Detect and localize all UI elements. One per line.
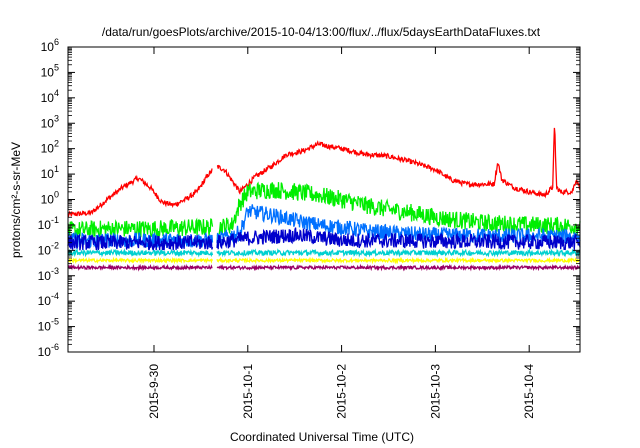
- y-tick-base: 10: [41, 167, 55, 181]
- y-tick-exponent: 2: [54, 139, 59, 149]
- series-line-4: [67, 227, 581, 252]
- y-tick-base: 10: [38, 320, 52, 334]
- y-tick-label: 10-1: [38, 215, 59, 232]
- y-tick-label: 106: [41, 37, 59, 54]
- y-tick-exponent: 6: [54, 37, 59, 47]
- y-tick-base: 10: [41, 91, 55, 105]
- y-tick-label: 104: [41, 88, 59, 105]
- series-layer: [67, 127, 581, 272]
- chart-title: /data/run/goesPlots/archive/2015-10-04/1…: [102, 25, 541, 39]
- y-tick-labels: 10-610-510-410-310-210-11001011021031041…: [38, 37, 59, 359]
- y-tick-base: 10: [41, 193, 55, 207]
- y-tick-exponent: -3: [51, 266, 59, 276]
- y-tick-exponent: -2: [51, 240, 59, 250]
- y-tick-base: 10: [38, 243, 52, 257]
- y-tick-exponent: 3: [54, 113, 59, 123]
- y-tick-exponent: -1: [51, 215, 59, 225]
- x-tick-labels: 2015-9-30 2015-10-1 2015-10-2 2015-10-3 2015…: [147, 364, 536, 419]
- y-axis-label: protons/cm²-s-sr-MeV: [9, 142, 23, 258]
- y-tick-label: 10-2: [38, 240, 59, 257]
- y-tick-label: 10-4: [38, 291, 59, 308]
- series-line-2: [67, 181, 581, 240]
- y-tick-exponent: -4: [51, 291, 59, 301]
- y-tick-exponent: -5: [51, 317, 59, 327]
- y-tick-base: 10: [41, 40, 55, 54]
- y-tick-label: 103: [41, 113, 59, 130]
- y-tick-base: 10: [41, 65, 55, 79]
- y-tick-base: 10: [38, 218, 52, 232]
- y-tick-exponent: 1: [54, 164, 59, 174]
- series-line-1: [67, 127, 581, 218]
- y-tick-label: 100: [41, 190, 59, 207]
- y-tick-exponent: -6: [51, 342, 59, 352]
- x-tick-label: 2015-9-30: [147, 364, 161, 419]
- x-tick-label: 2015-10-1: [241, 364, 255, 419]
- series-line-7: [67, 263, 581, 272]
- y-tick-base: 10: [41, 142, 55, 156]
- y-tick-exponent: 0: [54, 190, 59, 200]
- y-tick-base: 10: [41, 116, 55, 130]
- x-tick-label: 2015-10-4: [522, 364, 536, 419]
- y-tick-label: 10-6: [38, 342, 59, 359]
- y-axis-label-group: protons/cm²-s-sr-MeV: [9, 142, 23, 258]
- y-tick-base: 10: [38, 345, 52, 359]
- series-line-5: [67, 247, 581, 258]
- x-tick-label: 2015-10-2: [335, 364, 349, 419]
- y-tick-label: 10-3: [38, 266, 59, 283]
- y-tick-label: 105: [41, 62, 59, 79]
- x-tick-label: 2015-10-3: [428, 364, 442, 419]
- tick-marks: [68, 46, 580, 353]
- y-tick-label: 102: [41, 139, 59, 156]
- y-tick-exponent: 5: [54, 62, 59, 72]
- y-tick-base: 10: [38, 269, 52, 283]
- y-tick-label: 10-5: [38, 317, 59, 334]
- x-axis-label: Coordinated Universal Time (UTC): [230, 430, 414, 444]
- y-tick-base: 10: [38, 294, 52, 308]
- y-tick-label: 101: [41, 164, 59, 181]
- y-tick-exponent: 4: [54, 88, 59, 98]
- series-line-6: [67, 256, 581, 265]
